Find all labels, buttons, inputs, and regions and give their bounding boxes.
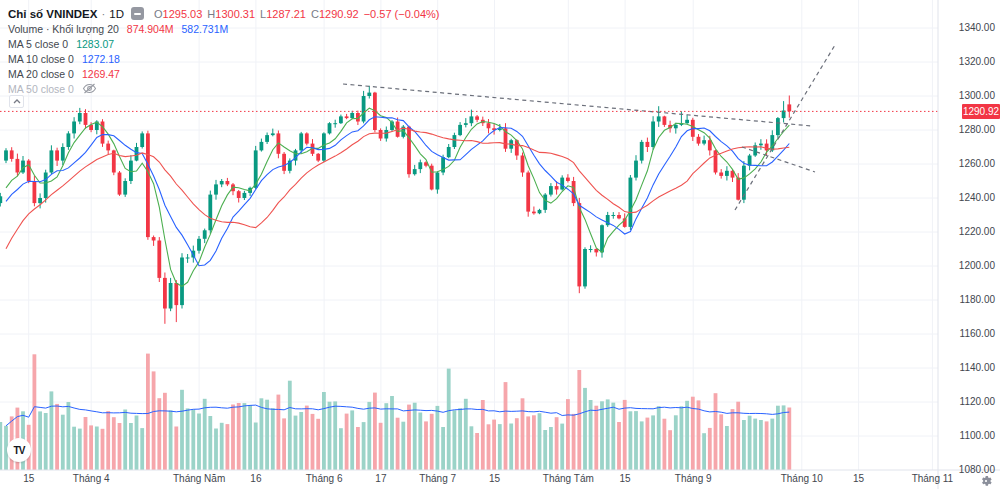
volume-row: Volume · Khối lượng 20 874.904M 582.731M: [8, 21, 440, 36]
price-axis-label: 1280.00: [959, 124, 995, 135]
price-axis-label: 1160.00: [960, 328, 995, 339]
ma-row-10: MA 10 close 0 1272.18: [8, 51, 440, 66]
time-axis-label: 15: [489, 473, 500, 484]
ma-value: 1283.07: [76, 38, 114, 50]
close-label: C1290.92: [311, 8, 364, 20]
open-value: 1295.03: [163, 8, 203, 20]
price-axis-label: 1340.00: [959, 22, 995, 33]
eye-off-icon[interactable]: [82, 83, 97, 94]
time-axis-label: Tháng 11: [912, 473, 954, 484]
ohlc-values: O1295.03H1300.31L1287.21C1290.92−0.57 (−…: [154, 8, 440, 20]
ma-rows: MA 5 close 01283.07MA 10 close 01272.18M…: [8, 36, 440, 96]
time-axis-label: Tháng Tám: [543, 473, 594, 484]
price-axis-label: 1120.00: [960, 396, 995, 407]
close-value: 1290.92: [319, 8, 359, 20]
time-axis-label: Tháng Năm: [173, 473, 225, 484]
collapse-symbol-icon[interactable]: [131, 7, 144, 20]
time-axis-label: Tháng 9: [675, 473, 712, 484]
ma-label[interactable]: MA 10 close 0: [8, 53, 74, 65]
low-value: 1287.21: [266, 8, 306, 20]
time-axis-label: Tháng 6: [306, 473, 343, 484]
time-axis-label: Tháng 7: [419, 473, 456, 484]
price-axis-label: 1100.00: [960, 430, 995, 441]
tradingview-logo[interactable]: TV: [7, 438, 31, 462]
price-axis-label: 1140.00: [960, 362, 995, 373]
ma-row-50: MA 50 close 0: [8, 81, 440, 96]
settings-gear-icon[interactable]: [980, 473, 992, 489]
time-axis-label: 15: [620, 473, 631, 484]
symbol-name[interactable]: Chỉ số VNINDEX: [8, 8, 97, 20]
time-axis-label: 15: [853, 473, 864, 484]
trendline-2[interactable]: [735, 45, 835, 210]
volume-ma-value: 582.731M: [182, 23, 229, 35]
trendline-3[interactable]: [742, 147, 815, 172]
volume-series: [0, 354, 791, 470]
high-label: H1300.31: [207, 8, 260, 20]
time-axis-label: 15: [23, 473, 34, 484]
chevron-up-icon: [13, 99, 21, 104]
open-label: O1295.03: [154, 8, 207, 20]
ma-value: 1272.18: [82, 53, 120, 65]
last-price-badge: 1290.92: [962, 104, 1000, 119]
volume-value: 874.904M: [127, 23, 174, 35]
change-value: −0.57 (−0.04%): [364, 8, 440, 20]
symbol-row: Chỉ số VNINDEX · 1D O1295.03H1300.31L128…: [8, 6, 440, 21]
ma-value: 1269.47: [82, 68, 120, 80]
volume-label[interactable]: Volume · Khối lượng 20: [8, 23, 119, 35]
chart-root: 1340.00 1320.00 1300.00 1280.00 1260.00 1240.…: [0, 0, 1000, 489]
time-axis-label: 16: [250, 473, 261, 484]
price-axis-label: 1180.00: [960, 294, 995, 305]
time-axis-label: 17: [375, 473, 386, 484]
time-axis-label: Tháng 10: [781, 473, 823, 484]
ma-label[interactable]: MA 50 close 0: [8, 83, 74, 95]
price-axis-label: 1300.00: [959, 90, 995, 101]
time-axis-label: Tháng 4: [73, 473, 110, 484]
symbol-separator: ·: [101, 8, 105, 20]
price-axis-label: 1260.00: [959, 158, 995, 169]
price-axis-label: 1200.00: [959, 260, 995, 271]
price-axis-label: 1240.00: [959, 192, 995, 203]
high-value: 1300.31: [215, 8, 255, 20]
low-label: L1287.21: [260, 8, 311, 20]
ma-row-5: MA 5 close 0 1283.07: [8, 36, 440, 51]
legend-panel: Chỉ số VNINDEX · 1D O1295.03H1300.31L128…: [8, 6, 440, 96]
price-axis-label: 1320.00: [959, 56, 995, 67]
price-axis-label: 1220.00: [959, 226, 995, 237]
ma-label[interactable]: MA 5 close 0: [8, 38, 68, 50]
ma-label[interactable]: MA 20 close 0: [8, 68, 74, 80]
ma-row-20: MA 20 close 0 1269.47: [8, 66, 440, 81]
legend-collapse-button[interactable]: [9, 95, 24, 108]
candlestick-series: [0, 86, 791, 324]
interval-label[interactable]: 1D: [109, 8, 124, 20]
